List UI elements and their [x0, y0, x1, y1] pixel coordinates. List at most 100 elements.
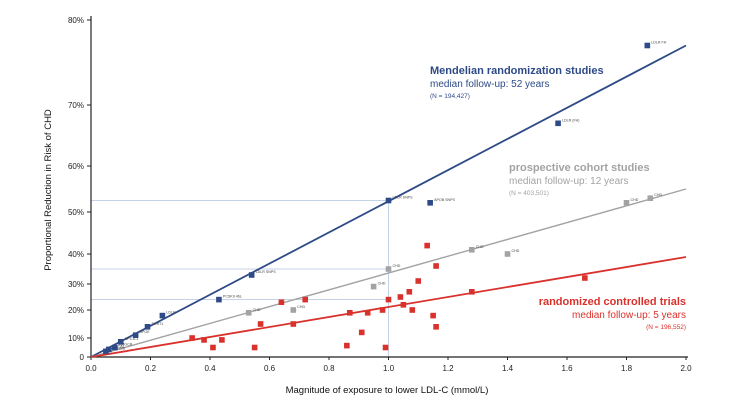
point-label: LDLR FH	[651, 41, 666, 45]
data-point	[430, 312, 436, 319]
data-point	[358, 329, 365, 336]
point-label: CHD	[476, 245, 484, 249]
data-point	[469, 289, 475, 295]
data-point	[245, 310, 252, 316]
series-annotation-n: (N = 194,427)	[430, 93, 470, 100]
series-annotation-subtitle: median follow-up: 12 years	[509, 176, 629, 187]
data-point	[189, 335, 195, 341]
point-label: ABCA1	[113, 344, 125, 348]
data-point	[385, 296, 392, 303]
series-annotation-subtitle: median follow-up: 5 years	[572, 310, 686, 321]
point-label: LDLR (FH)	[562, 118, 579, 122]
data-point	[424, 242, 430, 249]
y-tick-label: 40%	[68, 250, 84, 259]
data-point	[433, 324, 439, 330]
data-point	[415, 278, 422, 284]
data-point	[117, 339, 124, 345]
data-point	[290, 307, 297, 313]
point-label: APOB SNPS	[434, 198, 455, 202]
guide-lines	[91, 200, 389, 357]
point-label: PCSK9 46L	[223, 295, 242, 299]
data-point	[201, 337, 207, 343]
x-tick-label: 0.6	[264, 364, 276, 373]
point-label: APOE	[140, 330, 151, 334]
point-label: CHD	[297, 305, 305, 309]
series-annotation-n: (N = 403,501)	[509, 190, 549, 197]
data-point	[219, 337, 225, 343]
point-label: LDLR SNPS	[393, 196, 414, 200]
point-label: LDLR SNPS	[256, 270, 277, 274]
point-label: CHD	[253, 308, 261, 312]
point-label: CHD	[393, 264, 401, 268]
series-annotations: Mendelian randomization studies median fo…	[430, 65, 686, 331]
data-point	[406, 289, 413, 295]
data-point	[382, 344, 389, 351]
data-point	[555, 120, 561, 127]
series-line	[90, 188, 687, 358]
point-label: CHD	[378, 282, 386, 286]
data-point	[106, 346, 112, 353]
series-annotation-title: Mendelian randomization studies	[430, 65, 604, 77]
point-label: NPC1L1	[125, 337, 139, 341]
x-tick-label: 1.2	[442, 364, 454, 373]
data-point	[144, 324, 151, 330]
data-point	[159, 312, 166, 319]
data-point	[278, 299, 285, 305]
data-point	[427, 200, 433, 206]
point-label: CHD	[654, 193, 662, 197]
data-point	[397, 294, 404, 300]
point-label: CHD	[512, 249, 520, 253]
x-tick-label: 0.4	[204, 364, 216, 373]
data-point	[385, 197, 392, 204]
y-tick-label: 0	[80, 353, 85, 362]
y-tick-label: 50%	[68, 208, 84, 217]
series-annotation-title: randomized controlled trials	[539, 296, 686, 308]
data-point	[364, 310, 371, 316]
axes: 0.0 0.2 0.4 0.6 0.8 1.0 1.2 1.4 1.6 1.8 2.0 0 10% 20%…	[68, 16, 692, 373]
data-point	[248, 272, 255, 278]
point-label: SORT1	[152, 322, 164, 326]
x-tick-label: 1.6	[561, 364, 573, 373]
y-tick-label: 30%	[68, 280, 84, 289]
point-label: CHD	[631, 198, 639, 202]
series-annotation: prospective cohort studies median follow-…	[509, 162, 650, 197]
y-tick-label: 80%	[68, 16, 84, 25]
series-annotation-title: prospective cohort studies	[509, 162, 650, 174]
data-point	[251, 344, 258, 351]
y-tick-label: 10%	[68, 334, 84, 343]
data-point	[469, 247, 475, 253]
x-tick-label: 0.2	[145, 364, 157, 373]
data-point	[290, 321, 297, 327]
data-point	[257, 321, 264, 327]
data-point	[302, 296, 308, 303]
point-label: HMGCR	[119, 343, 133, 347]
data-point	[103, 348, 109, 355]
data-point	[210, 344, 216, 351]
data-point	[623, 200, 630, 206]
x-tick-label: 1.0	[383, 364, 395, 373]
data-point	[504, 251, 511, 257]
series-annotation-subtitle: median follow-up: 52 years	[430, 79, 550, 90]
x-tick-label: 0.8	[323, 364, 335, 373]
data-point	[370, 283, 377, 290]
point-label: LDLR	[166, 311, 176, 315]
data-points: ABCG5/8ABCA1HMGCRNPC1L1APOESORT1LDLRPCSK…	[103, 41, 667, 355]
data-point	[409, 307, 416, 313]
series-annotation: Mendelian randomization studies median fo…	[430, 65, 604, 100]
y-tick-label: 20%	[68, 306, 84, 315]
data-point	[347, 310, 353, 316]
x-tick-label: 1.4	[502, 364, 514, 373]
x-tick-label: 0.0	[85, 364, 97, 373]
x-tick-label: 1.8	[621, 364, 633, 373]
data-point	[400, 302, 407, 308]
data-point	[385, 266, 392, 272]
data-point	[344, 342, 350, 349]
data-point	[112, 344, 118, 351]
data-point	[644, 42, 651, 49]
x-tick-label: 2.0	[680, 364, 692, 373]
series-annotation-n: (N = 196,552)	[646, 324, 686, 331]
data-point	[379, 307, 386, 313]
x-axis-title: Magnitude of exposure to lower LDL-C (mm…	[286, 385, 489, 396]
